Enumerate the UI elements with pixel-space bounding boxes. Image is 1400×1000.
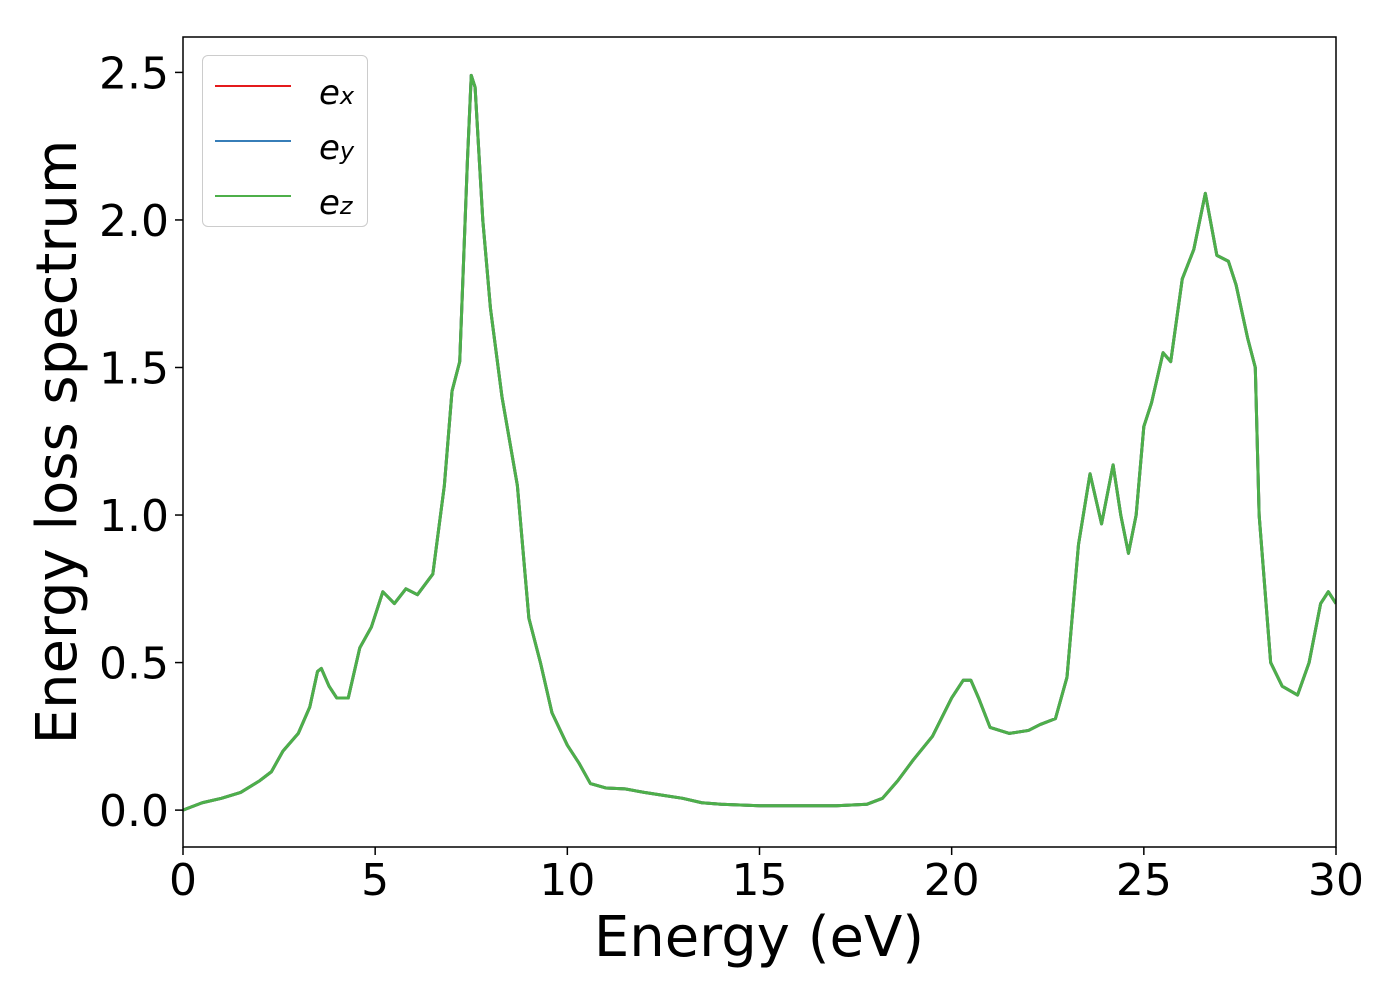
legend-item: ez xyxy=(215,176,353,223)
legend-item: ex xyxy=(215,66,354,113)
legend-swatch xyxy=(215,140,291,142)
x-tick-label: 25 xyxy=(1116,855,1172,906)
y-tick-label: 2.0 xyxy=(99,196,169,247)
x-tick-label: 5 xyxy=(361,855,389,906)
x-tick-label: 10 xyxy=(539,855,595,906)
x-tick-label: 20 xyxy=(924,855,980,906)
x-tick-label: 15 xyxy=(732,855,788,906)
y-tick-label: 1.5 xyxy=(99,343,169,394)
y-tick-label: 1.0 xyxy=(99,491,169,542)
y-tick-label: 2.5 xyxy=(99,48,169,99)
x-axis-label: Energy (eV) xyxy=(594,905,924,970)
plot-frame xyxy=(182,36,1337,848)
legend-label: ey xyxy=(319,128,355,168)
y-tick-label: 0.0 xyxy=(99,786,169,837)
y-tick-label: 0.5 xyxy=(99,639,169,690)
x-tick-label: 30 xyxy=(1308,855,1364,906)
legend: ex ey ez xyxy=(202,55,368,227)
series-line xyxy=(183,73,1336,812)
y-axis-label: Energy loss spectrum xyxy=(25,140,90,745)
legend-label: ex xyxy=(319,73,355,113)
legend-item: ey xyxy=(215,121,354,168)
legend-swatch xyxy=(215,195,291,197)
legend-swatch xyxy=(215,85,291,87)
x-tick-label: 0 xyxy=(169,855,197,906)
legend-label: ez xyxy=(319,183,353,223)
